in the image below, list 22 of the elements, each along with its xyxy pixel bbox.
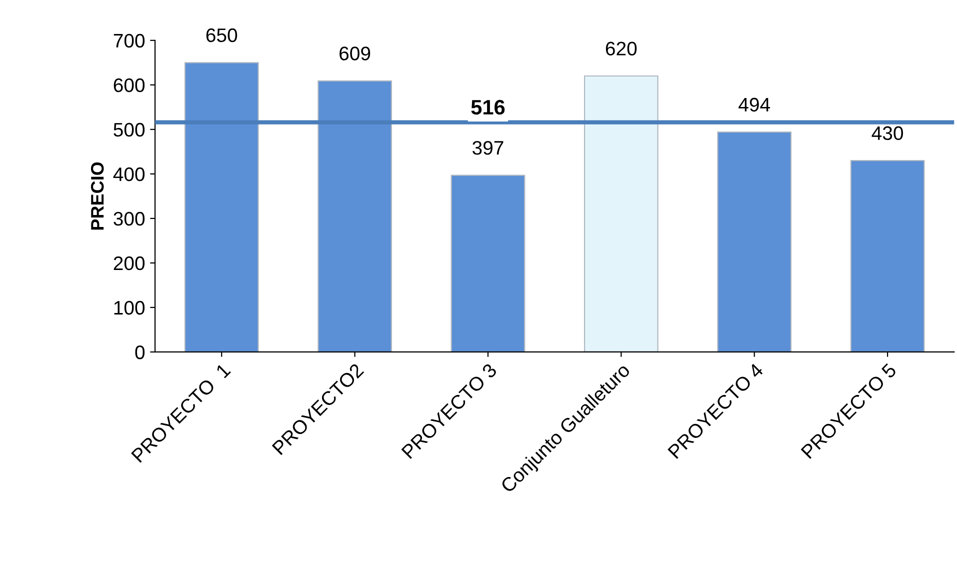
y-tick-label: 700	[114, 34, 145, 48]
y-tick-label: 200	[114, 256, 145, 270]
bar	[850, 160, 925, 352]
y-tick-label: 0	[135, 345, 145, 360]
data-label: 430	[872, 126, 903, 140]
y-axis-title: PRECIO	[90, 162, 104, 230]
bar	[184, 62, 259, 352]
ref-line-label: 516	[471, 100, 505, 115]
data-label: 494	[738, 98, 770, 112]
y-tick-label: 400	[113, 167, 145, 182]
bar	[450, 174, 526, 352]
data-label: 397	[472, 140, 504, 155]
bar	[717, 132, 792, 352]
y-tick-label: 500	[114, 122, 145, 137]
bar	[318, 80, 392, 352]
bar	[584, 75, 658, 352]
y-tick-label: 300	[114, 212, 145, 226]
data-label: 609	[340, 46, 370, 60]
data-label: 650	[206, 28, 238, 42]
y-tick-label: 100	[114, 300, 145, 315]
y-tick-label: 600	[114, 78, 145, 92]
data-label: 620	[606, 42, 637, 56]
